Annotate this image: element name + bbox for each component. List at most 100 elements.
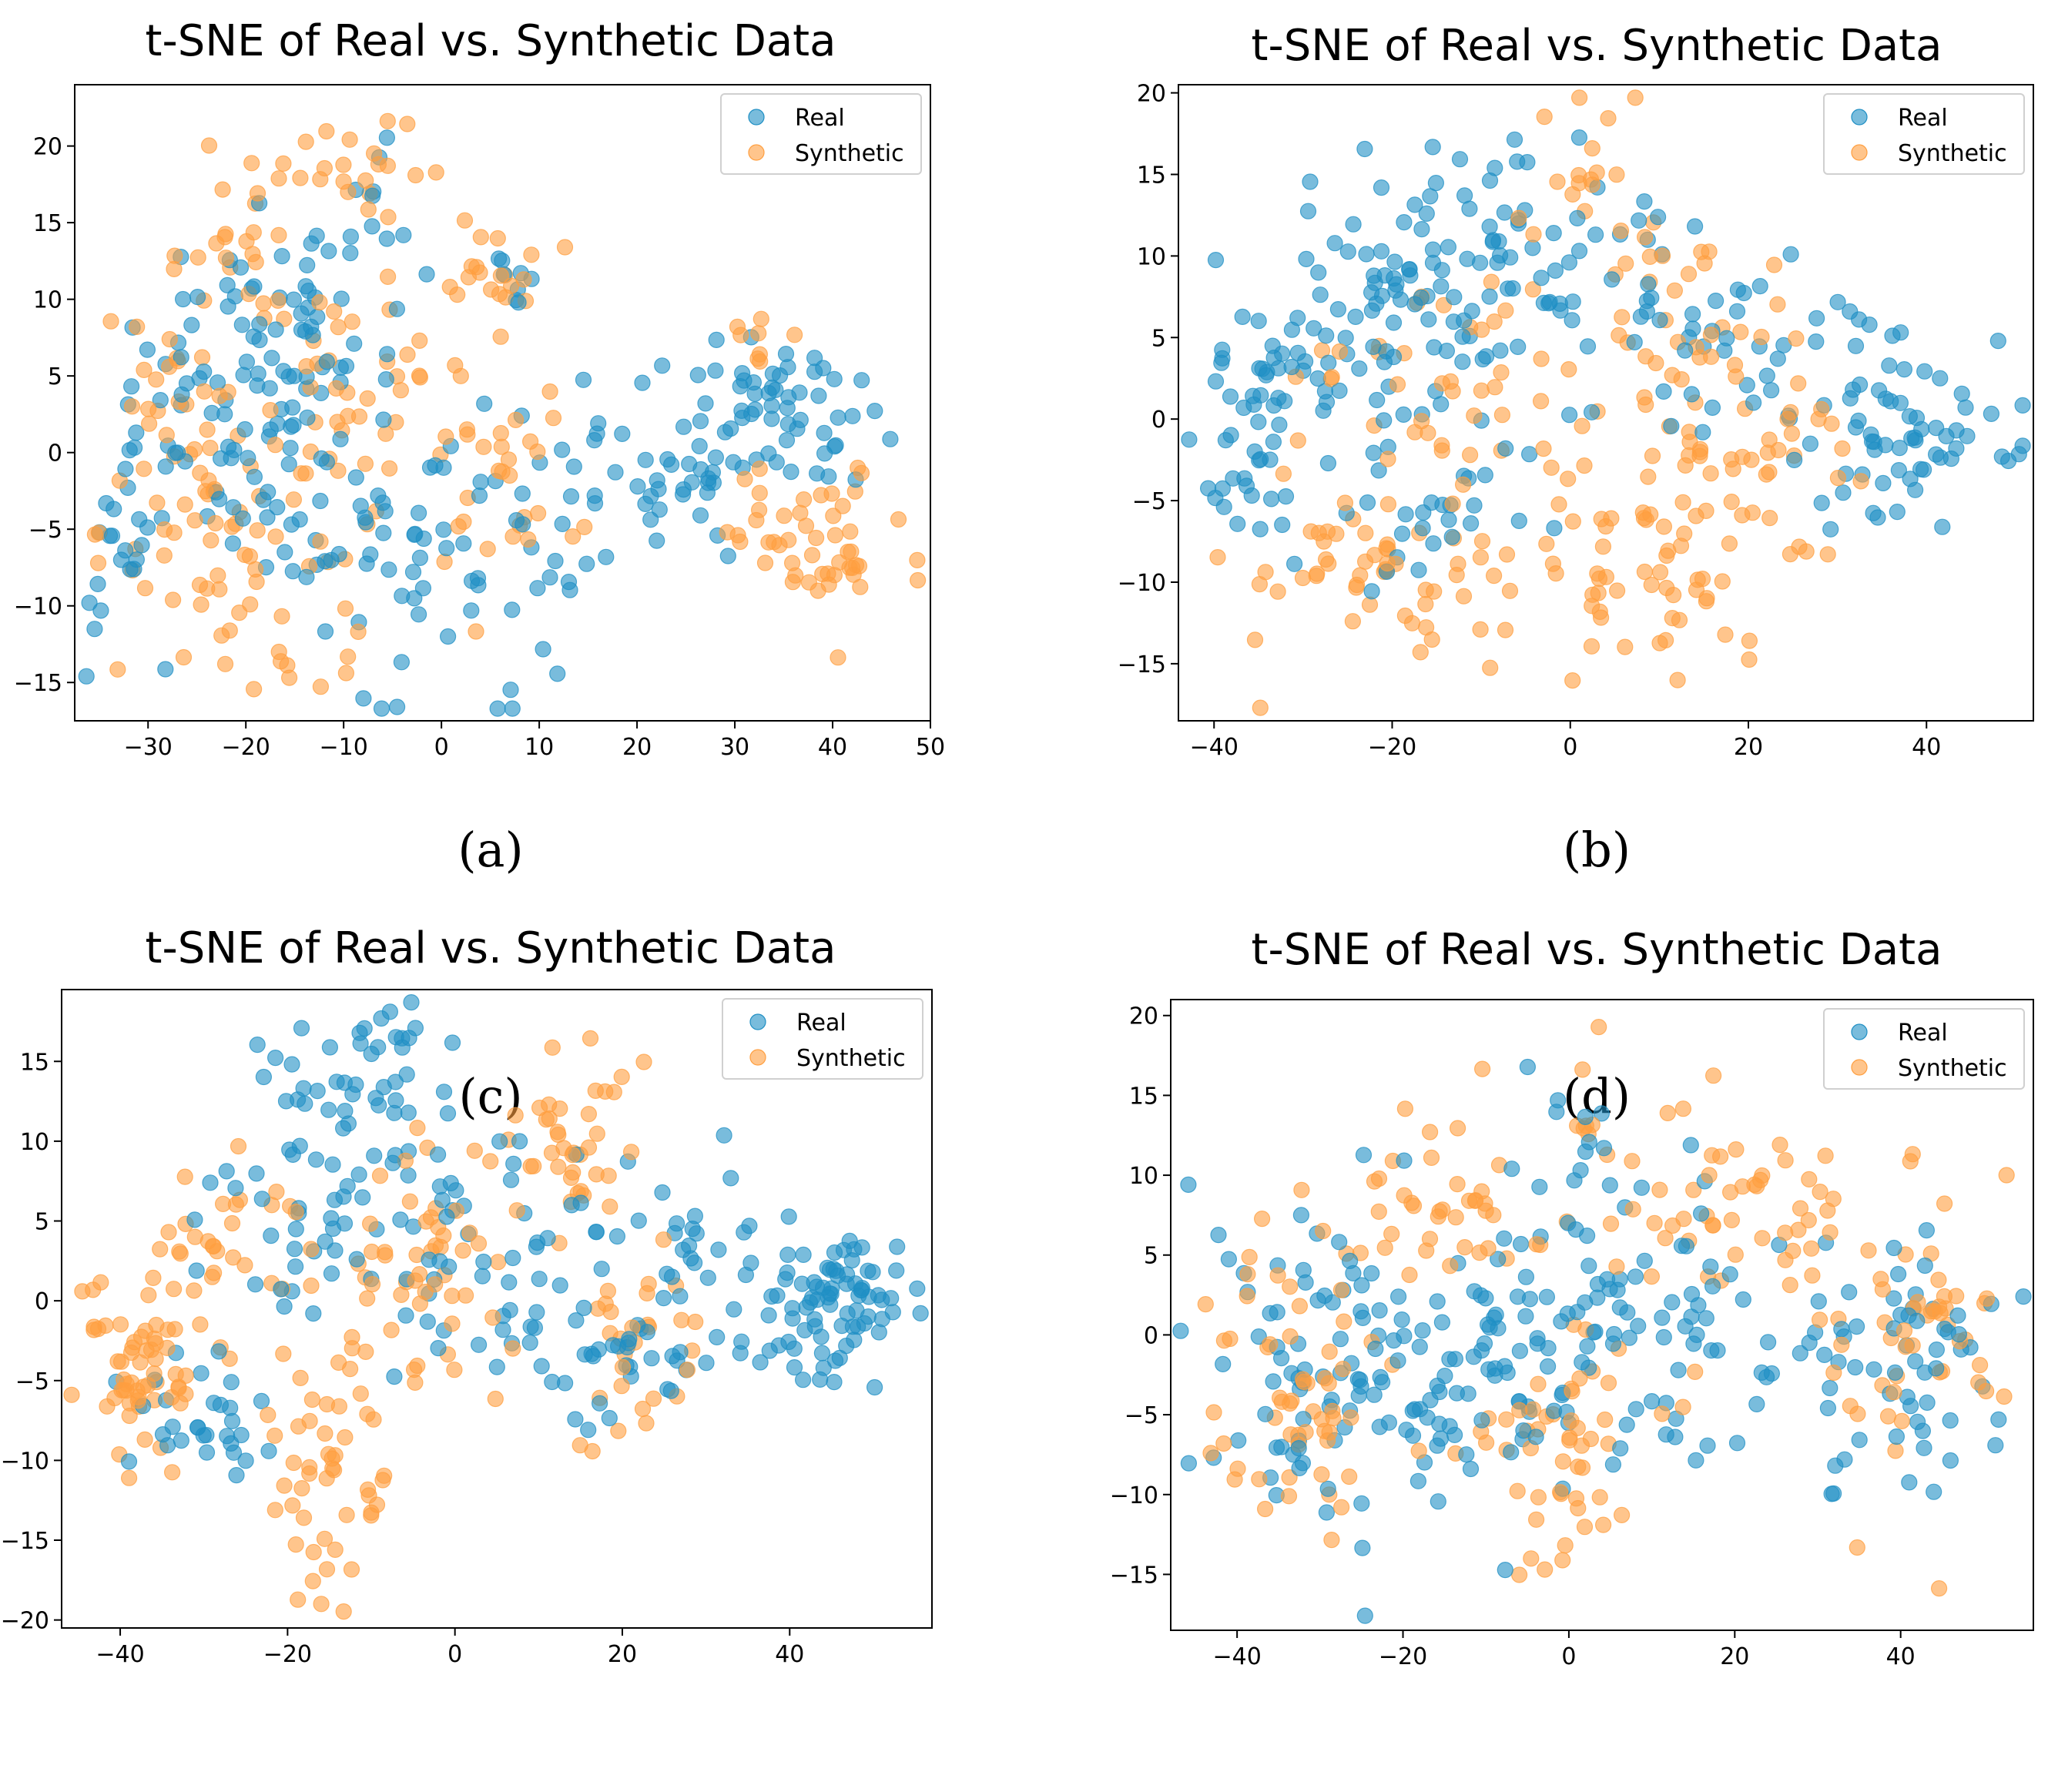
real-point [1353,1277,1370,1294]
real-point [1420,311,1437,328]
x-tick-label: 0 [1561,1643,1576,1670]
y-tick-label: −10 [1118,570,1166,597]
x-tick-label: −20 [1368,734,1416,761]
real-point [846,1331,863,1348]
real-point [1918,1221,1935,1239]
synthetic-point [1741,632,1758,649]
synthetic-point [645,1390,662,1407]
real-point [1309,370,1326,387]
real-point [767,381,784,398]
real-point [1271,416,1288,434]
synthetic-point [1239,1265,1256,1283]
synthetic-point [1879,1408,1897,1425]
real-point [1366,1386,1383,1403]
real-point [1914,1422,1931,1439]
synthetic-point [1651,564,1669,581]
synthetic-point [161,330,178,348]
synthetic-point [750,325,767,342]
synthetic-point [1564,1382,1580,1400]
synthetic-point [842,523,859,540]
synthetic-point [1418,1242,1435,1259]
real-point [630,1212,647,1229]
synthetic-point [457,1287,474,1304]
real-point [1881,357,1898,374]
synthetic-point [1608,1258,1625,1275]
real-point [791,384,808,401]
synthetic-point [1530,1489,1547,1506]
synthetic-point [266,437,283,454]
real-point [297,1095,313,1112]
synthetic-point [492,328,509,345]
real-point [299,409,316,426]
synthetic-point [1758,466,1775,483]
synthetic-point [1902,1153,1919,1170]
real-point [1440,239,1457,256]
synthetic-point [800,574,818,591]
synthetic-point [399,116,416,132]
synthetic-point [1727,1246,1744,1263]
real-point [784,1300,801,1317]
real-point [882,430,899,447]
synthetic-point [1421,1124,1439,1141]
real-point [549,665,566,682]
y-tick-label: 15 [1129,1083,1158,1110]
synthetic-point [1761,509,1778,527]
synthetic-point [507,411,525,429]
real-point [1683,386,1700,403]
real-point [429,1146,447,1163]
synthetic-point [293,465,310,482]
real-point [780,1208,797,1225]
real-point [572,1194,589,1211]
synthetic-point [1833,1336,1850,1353]
synthetic-point [1813,400,1830,418]
real-point [1180,1176,1197,1194]
real-point [719,548,736,564]
y-tick-label: −5 [15,1368,49,1395]
real-point [1570,243,1588,260]
real-point [1579,338,1597,355]
synthetic-point [1998,1167,2015,1184]
synthetic-point [1669,672,1686,688]
real-point [1356,140,1373,158]
real-point [590,415,607,432]
x-tick-label: 30 [720,734,749,761]
real-point [827,437,844,454]
real-point [1851,1432,1868,1449]
synthetic-point [166,1281,183,1298]
synthetic-point [427,1237,444,1254]
real-point [196,363,213,380]
real-point [326,1191,344,1208]
synthetic-point [1688,507,1704,524]
synthetic-point [890,511,907,528]
real-point [707,449,725,466]
chart-panel-a: t-SNE of Real vs. Synthetic Data (a) −30 −2… [14,16,945,878]
synthetic-point [1535,440,1552,457]
real-point [233,1426,250,1444]
real-point [575,371,592,388]
real-point [375,524,392,541]
legend: Real Synthetic [1823,1008,2025,1090]
real-point [554,515,571,533]
real-point [1547,262,1564,279]
synthetic-point [1570,1458,1587,1475]
synthetic-point [1536,109,1553,126]
synthetic-point [1289,432,1306,449]
real-point [578,555,595,572]
real-point [1541,293,1558,310]
real-point [588,1223,605,1241]
synthetic-point [1583,638,1601,655]
real-point [1418,205,1435,222]
synthetic-point [1567,1490,1585,1507]
synthetic-point [1461,447,1479,464]
real-point [313,450,330,467]
real-point [183,317,200,333]
real-point [732,378,749,395]
real-point [1552,302,1569,319]
real-point [742,1254,759,1271]
synthetic-point [159,1321,176,1338]
real-point [1849,1318,1865,1335]
synthetic-point [1744,504,1761,521]
real-point [1644,1392,1661,1410]
synthetic-point [472,229,489,246]
real-point [308,227,325,244]
